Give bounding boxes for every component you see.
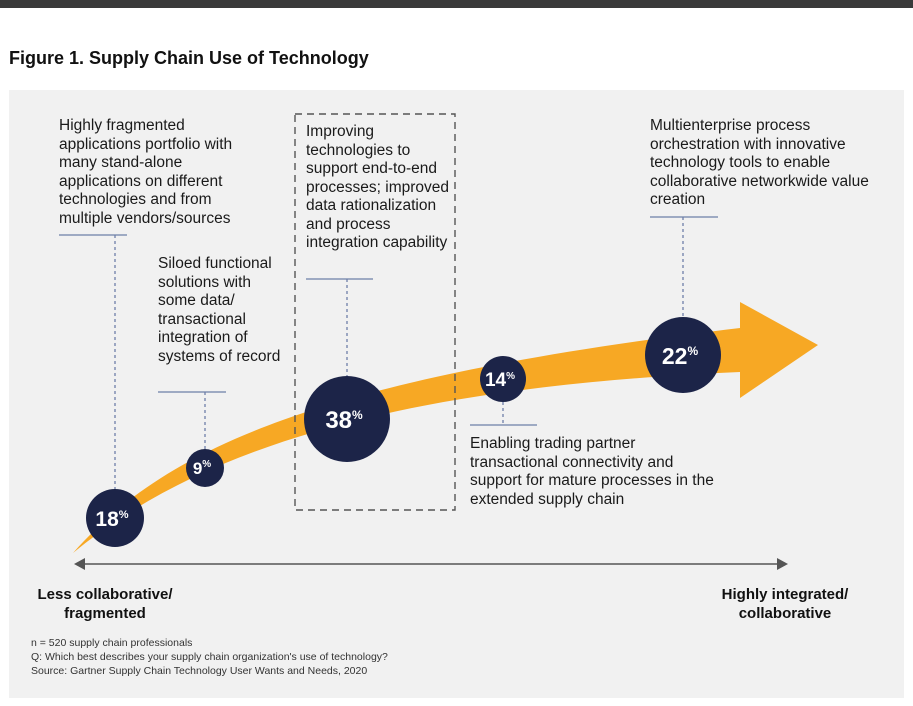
percent-siloed: 9% <box>193 459 211 478</box>
figure-title: Figure 1. Supply Chain Use of Technology <box>9 48 369 68</box>
axis-line <box>74 558 788 570</box>
axis-left-label: Less collaborative/ fragmented <box>37 586 173 622</box>
circle-trading-partner <box>480 356 526 402</box>
connector-siloed <box>158 391 226 450</box>
circle-improving <box>304 376 390 462</box>
stage-description-siloed: Siloed functional solutions with some da… <box>158 255 281 365</box>
top-bar <box>0 0 913 8</box>
axis-right-label: Highly integrated/ collaborative <box>721 586 849 622</box>
stage-description-improving: Improving technologies to support end-to… <box>306 123 450 251</box>
source-note: Source: Gartner Supply Chain Technology … <box>31 665 368 677</box>
connector-multienterprise <box>650 216 718 316</box>
connector-improving <box>306 278 373 376</box>
stage-description-multienterprise: Multienterprise process orchestration wi… <box>650 117 869 208</box>
circle-multienterprise <box>645 317 721 393</box>
circle-siloed <box>186 449 224 487</box>
percent-improving: 38% <box>325 407 363 434</box>
percent-fragmented: 18% <box>95 508 128 531</box>
progress-arrow <box>73 302 818 553</box>
stage-description-fragmented: Highly fragmented applications portfolio… <box>59 117 233 227</box>
stage-description-trading-partner: Enabling trading partner transactional c… <box>470 435 714 508</box>
circle-fragmented <box>86 489 144 547</box>
sample-note: n = 520 supply chain professionals <box>31 637 193 649</box>
percent-multienterprise: 22% <box>662 343 699 369</box>
question-note: Q: Which best describes your supply chai… <box>31 651 388 663</box>
connector-fragmented <box>59 234 127 490</box>
percent-trading-partner: 14% <box>485 370 515 391</box>
highlight-box <box>294 113 456 511</box>
connector-trading-partner <box>470 402 537 426</box>
